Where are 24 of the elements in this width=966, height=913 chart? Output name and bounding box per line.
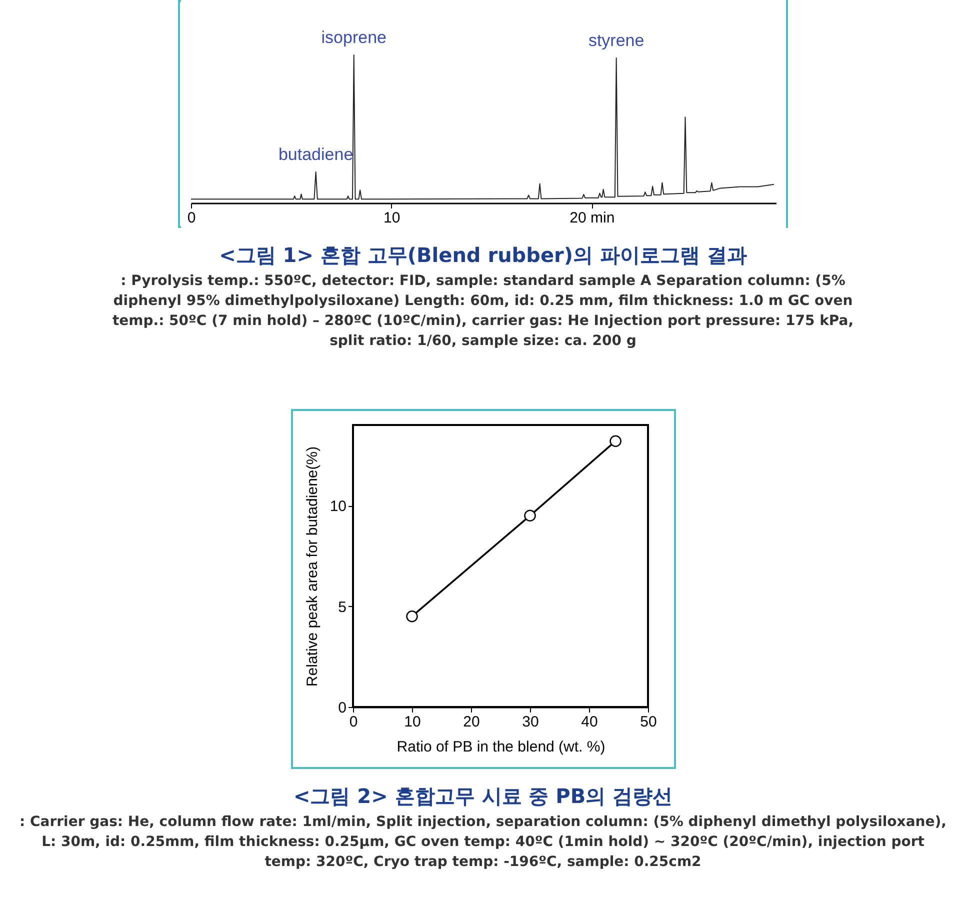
point xyxy=(610,435,622,447)
annotation: isoprene xyxy=(320,28,386,46)
x-tick-label: 40 xyxy=(581,714,598,730)
y-tick-label: 5 xyxy=(338,598,346,616)
x-tick-label: 30 xyxy=(522,714,539,730)
x-tick-label: 0 xyxy=(186,209,196,226)
annotation: styrene xyxy=(588,30,644,50)
y-tick-label: 10 xyxy=(330,498,346,516)
text: <그림 2> 혼합고무 시료 중 PB의 검량선 xyxy=(292,783,674,810)
point xyxy=(524,510,536,522)
x-tick-label: 10 xyxy=(404,714,421,730)
x-axis-title: Ratio of PB in the blend (wt. %) xyxy=(396,738,606,756)
y-tick-label: 0 xyxy=(338,700,346,716)
x-tick-label: 10 xyxy=(383,209,400,226)
y-axis-title: Relative peak area for butadiene(%) xyxy=(304,446,321,687)
x-tick-label: 20 min xyxy=(569,209,614,226)
x-tick-label: 50 xyxy=(640,714,657,730)
text: <그림 1> 혼합 고무(Blend rubber)의 파이로그램 결과 xyxy=(218,242,748,269)
x-tick-label: 0 xyxy=(349,714,358,730)
point xyxy=(406,610,418,622)
x-tick-label: 20 xyxy=(463,714,480,730)
annotation: butadiene xyxy=(278,144,353,164)
text: : Pyrolysis temp.: 550ºC, detector: FID, sample: standard sample A Separation column: (5% diphenyl 95% dimethylpolysiloxane) Length: 60m, id: 0.25 mm, film thickness: 1.0 m GC oven temp.: 50ºC (7 min hold) – 280ºC (10ºC/min), carrier gas: He Injection port pressure: 175 kPa, split ratio: 1/60, sample size: ca. 200 g xyxy=(111,272,855,351)
text: : Carrier gas: He, column flow rate: 1ml/min, Split injection, separation column: (5% diphenyl dimethyl polysiloxane), L: 30m, id: 0.25mm, film thickness: 0.25μm, GC oven temp: 40ºC (1min hold) ~ 320ºC (20ºC/min), injection port temp: 320ºC, Cryo trap temp: -196ºC, sample: 0.25cm2 xyxy=(18,813,948,872)
